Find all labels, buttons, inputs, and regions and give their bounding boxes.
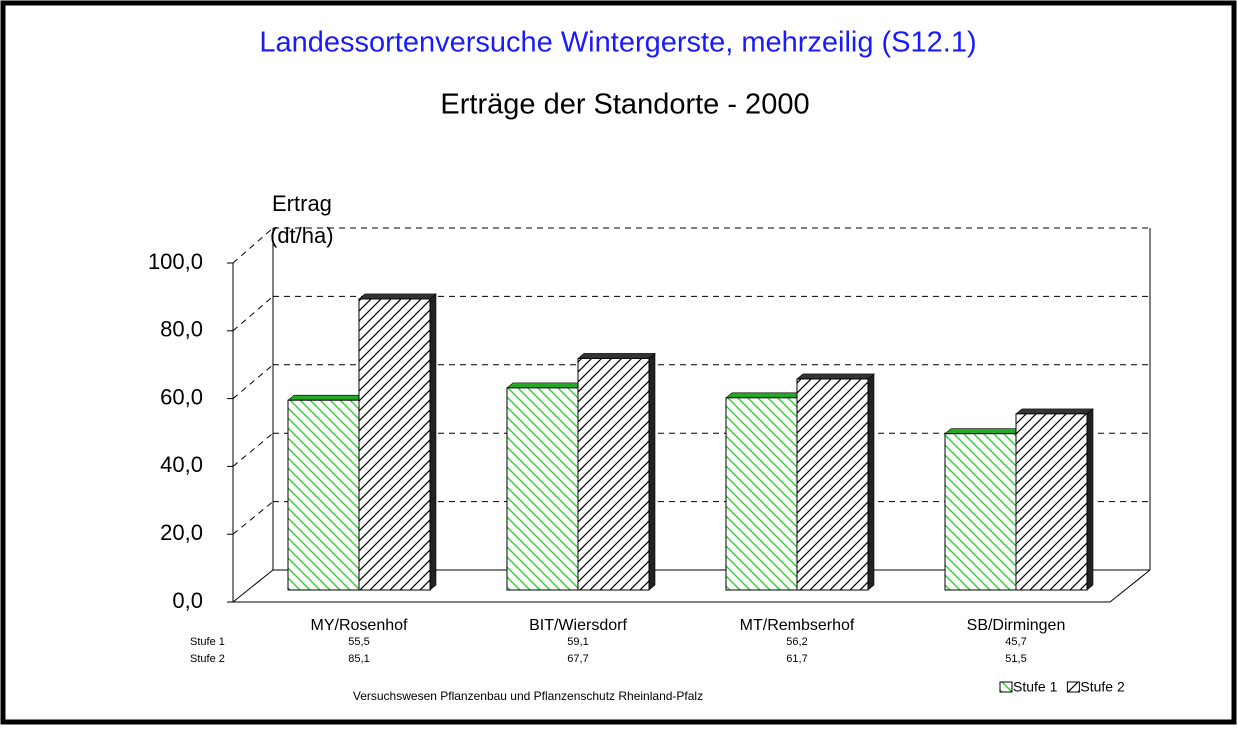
legend-label: Stufe 1	[1013, 679, 1058, 695]
x-tick-label: SB/Dirmingen	[967, 617, 1066, 634]
bar-top	[796, 373, 875, 380]
bar-top	[358, 293, 437, 300]
bar-top	[1015, 408, 1094, 415]
bar-side	[867, 373, 875, 591]
table-value: 59,1	[567, 636, 588, 648]
y-tick-label: 40,0	[160, 452, 203, 477]
legend-label: Stufe 2	[1080, 679, 1125, 695]
bar-top	[287, 394, 366, 401]
bar-top	[944, 428, 1023, 435]
bar-top	[725, 392, 804, 399]
bar	[358, 298, 431, 591]
y-tick-label: 100,0	[148, 249, 203, 274]
table-value: 56,2	[786, 636, 807, 648]
bar-side	[429, 293, 437, 591]
bar	[944, 433, 1017, 591]
table-value: 51,5	[1005, 653, 1026, 665]
table-value: 67,7	[567, 653, 588, 665]
grid-line	[232, 227, 274, 264]
legend-swatch	[999, 681, 1013, 693]
table-value: 85,1	[348, 653, 369, 665]
bar	[577, 357, 650, 591]
y-tick-label: 20,0	[160, 520, 203, 545]
bar-side	[1086, 408, 1094, 591]
bar	[506, 387, 579, 591]
bar	[796, 378, 869, 591]
table-row-label: Stufe 1	[190, 636, 225, 648]
x-tick-label: MY/Rosenhof	[311, 617, 408, 634]
legend-swatch	[1066, 681, 1080, 693]
footer: Versuchswesen Pflanzenbau und Pflanzensc…	[353, 689, 703, 703]
bar	[287, 399, 360, 591]
table-value: 61,7	[786, 653, 807, 665]
bar	[725, 397, 798, 591]
grid-line	[232, 432, 274, 467]
y-tick-label: 80,0	[160, 317, 203, 342]
table-value: 45,7	[1005, 636, 1026, 648]
table-row-label: Stufe 2	[190, 653, 225, 665]
x-tick-label: MT/Rembserhof	[740, 617, 855, 634]
grid-line	[232, 501, 274, 535]
chart-title: Landessortenversuche Wintergerste, mehrz…	[259, 27, 976, 59]
y-tick-label: 0,0	[172, 588, 203, 613]
y-axis-label: Ertrag	[272, 191, 332, 216]
table-value: 55,5	[348, 636, 369, 648]
bar-top	[577, 353, 656, 359]
grid-line	[232, 296, 274, 332]
chart-subtitle: Erträge der Standorte - 2000	[440, 89, 809, 121]
y-axis-label: (dt/ha)	[270, 223, 334, 248]
y-tick-label: 60,0	[160, 384, 203, 409]
x-tick-label: BIT/Wiersdorf	[529, 617, 627, 634]
bar	[1015, 413, 1088, 591]
grid-line	[232, 364, 274, 399]
bar-top	[506, 382, 585, 389]
bar-side	[648, 352, 656, 591]
